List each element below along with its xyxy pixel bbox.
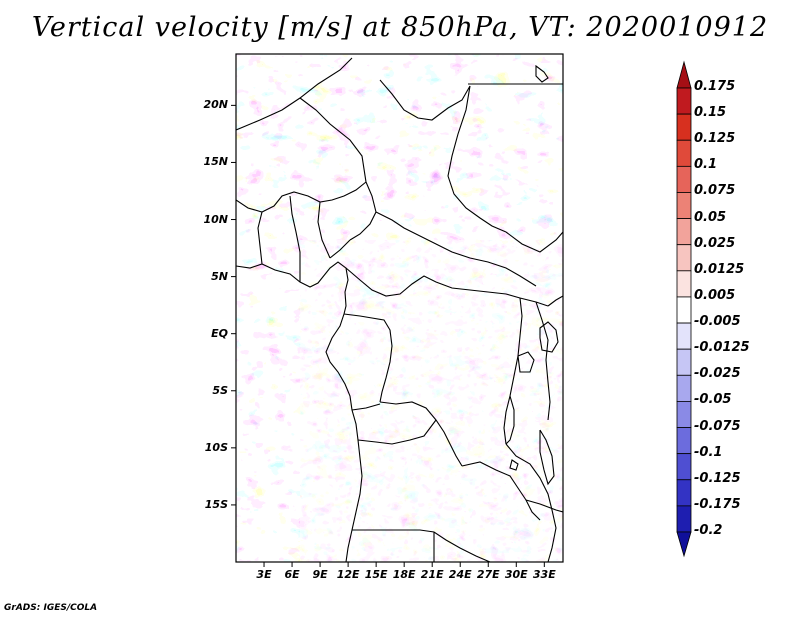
lon-label: 6E	[284, 568, 300, 581]
colorbar-swatch	[676, 165, 692, 193]
colorbar-label: -0.005	[694, 314, 741, 330]
lat-label: 5N	[211, 269, 228, 283]
colorbar-label: -0.125	[694, 470, 741, 486]
colorbar-swatch	[676, 322, 692, 350]
colorbar-label: -0.175	[694, 496, 741, 512]
colorbar-label: 0.1	[694, 157, 718, 173]
lon-label: 18E	[392, 568, 416, 581]
credit-text: GrADS: IGES/COLA	[4, 603, 98, 613]
colorbar-bottom-arrow	[676, 531, 692, 558]
page-title: Vertical velocity [m/s] at 850hPa, VT: 2…	[31, 12, 769, 43]
colorbar-label: -0.1	[694, 444, 723, 460]
lon-label: 3E	[256, 568, 272, 581]
lon-label: 21E	[420, 568, 444, 581]
colorbar-label: -0.05	[694, 392, 732, 408]
colorbar-label: 0.0125	[694, 261, 745, 277]
colorbar-swatch	[676, 479, 692, 507]
colorbar-swatch	[676, 453, 692, 481]
colorbar-top-arrow	[676, 60, 692, 89]
colorbar-swatch	[676, 348, 692, 376]
colorbar-swatch	[676, 401, 692, 428]
lon-label: 9E	[312, 568, 328, 581]
lat-label: 10S	[204, 440, 228, 454]
colorbar-swatch	[676, 427, 692, 455]
colorbar-swatch	[676, 139, 692, 167]
colorbar-swatch	[676, 113, 692, 141]
colorbar-label: 0.15	[694, 105, 727, 121]
colorbar-swatch	[676, 87, 692, 115]
colorbar-label: 0.05	[694, 209, 727, 225]
colorbar-label: 0.075	[694, 183, 736, 199]
colorbar-label: 0.005	[694, 287, 736, 303]
colorbar-swatch	[676, 192, 692, 219]
colorbar-swatch	[676, 505, 692, 533]
colorbar-swatch	[676, 296, 692, 324]
lat-label: 15N	[203, 155, 228, 169]
lon-label: 27E	[476, 568, 500, 581]
lat-label: 5S	[212, 383, 228, 397]
colorbar-label: 0.175	[694, 79, 736, 94]
colorbar-label: -0.075	[694, 418, 741, 434]
colorbar-label: -0.2	[694, 523, 723, 538]
shaded-field	[236, 54, 563, 562]
colorbar-label: -0.0125	[694, 340, 750, 356]
lon-label: 15E	[364, 568, 388, 581]
colorbar-label: 0.125	[694, 131, 736, 147]
colorbar-swatch	[676, 374, 692, 402]
axis-ticks	[231, 104, 545, 567]
coastlines-borders	[236, 57, 563, 562]
lon-label: 24E	[448, 568, 472, 581]
lat-label: 20N	[203, 98, 228, 112]
colorbar-label: 0.025	[694, 235, 736, 251]
colorbar-swatch	[676, 218, 692, 246]
lon-label: 12E	[336, 568, 360, 581]
colorbar-label: -0.025	[694, 366, 741, 382]
lat-label: 15S	[204, 497, 228, 511]
colorbar	[676, 60, 692, 558]
lon-label: 33E	[532, 568, 556, 581]
colorbar-swatch	[676, 270, 692, 298]
colorbar-swatch	[676, 244, 692, 272]
lat-label: 10N	[203, 212, 228, 226]
lat-label: EQ	[211, 326, 228, 340]
lon-label: 30E	[504, 568, 528, 581]
map-frame	[235, 53, 564, 563]
